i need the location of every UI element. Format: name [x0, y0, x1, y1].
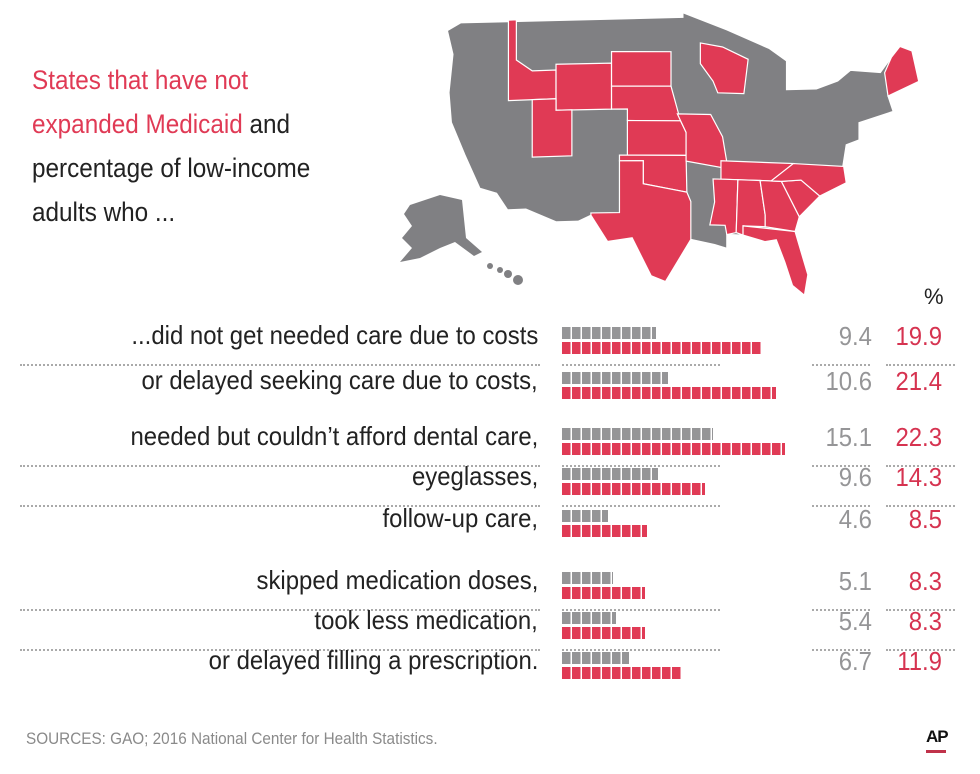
row-divider [562, 465, 720, 467]
title-highlight: States that have not expanded Medicaid [32, 65, 249, 139]
bar-not-expanded [562, 626, 645, 639]
value-label-expanded: 9.4 [838, 321, 872, 351]
bar-expanded [562, 468, 658, 480]
bar-expanded [562, 652, 629, 664]
row-divider [886, 465, 955, 467]
bar-not-expanded [562, 386, 776, 399]
source-note: SOURCES: GAO; 2016 National Center for H… [26, 729, 438, 748]
chart-title: States that have not expanded Medicaid a… [32, 58, 356, 234]
row-divider [562, 609, 720, 611]
row-divider [812, 609, 870, 611]
us-map [400, 11, 920, 297]
map-hawaii-island [487, 263, 493, 269]
bar-expanded [562, 612, 616, 624]
bar-not-expanded [562, 482, 705, 495]
row-label: follow-up care, [382, 503, 538, 533]
value-label-expanded: 15.1 [825, 422, 872, 452]
bar-expanded [562, 428, 713, 440]
row-label: or delayed filling a prescription. [208, 645, 538, 675]
bar-expanded [562, 510, 608, 522]
value-label-not-expanded: 21.4 [895, 366, 942, 396]
row-divider [20, 505, 540, 507]
state-south-dakota [610, 51, 672, 87]
value-label-expanded: 5.4 [838, 606, 872, 636]
state-wyoming [555, 62, 613, 111]
row-label: skipped medication doses, [256, 565, 538, 595]
bar-expanded [562, 572, 613, 584]
value-label-not-expanded: 8.5 [908, 504, 942, 534]
row-divider [812, 649, 870, 651]
row-divider [812, 505, 870, 507]
row-divider [20, 649, 540, 651]
row-label: eyeglasses, [411, 461, 538, 491]
state-utah [531, 98, 573, 158]
state-wisconsin [699, 42, 749, 95]
bar-expanded [562, 372, 668, 384]
row-divider [886, 649, 955, 651]
state-florida [742, 225, 809, 297]
state-texas [590, 160, 692, 283]
value-label-expanded: 9.6 [838, 462, 872, 492]
row-divider [812, 364, 870, 366]
value-label-expanded: 4.6 [838, 504, 872, 534]
bar-not-expanded [562, 341, 761, 354]
row-divider [20, 364, 540, 366]
ap-logo-underline [926, 750, 946, 753]
row-label: ...did not get needed care due to costs [131, 320, 538, 350]
row-divider [886, 505, 955, 507]
row-divider [562, 364, 720, 366]
row-divider [20, 609, 540, 611]
row-divider [20, 465, 540, 467]
value-label-not-expanded: 8.3 [908, 566, 942, 596]
value-label-not-expanded: 11.9 [897, 646, 942, 676]
value-label-expanded: 6.7 [838, 646, 872, 676]
state-kansas [626, 119, 687, 156]
row-divider [562, 649, 720, 651]
row-label: needed but couldn’t afford dental care, [130, 421, 538, 451]
bar-expanded [562, 327, 656, 339]
map-hawaii-island [497, 267, 503, 273]
map-hawaii-island [513, 275, 523, 285]
row-divider [812, 465, 870, 467]
map-alaska [400, 195, 482, 262]
row-label: or delayed seeking care due to costs, [141, 365, 538, 395]
map-hawaii-island [504, 270, 512, 278]
state-idaho [507, 19, 557, 102]
row-divider [562, 505, 720, 507]
value-label-not-expanded: 8.3 [908, 606, 942, 636]
value-label-not-expanded: 19.9 [895, 321, 942, 351]
row-divider [886, 364, 955, 366]
value-label-expanded: 10.6 [825, 366, 872, 396]
bar-not-expanded [562, 666, 681, 679]
bar-not-expanded [562, 586, 645, 599]
ap-logo: AP [926, 727, 949, 746]
bar-not-expanded [562, 524, 647, 537]
value-label-expanded: 5.1 [838, 566, 872, 596]
value-label-not-expanded: 22.3 [895, 422, 942, 452]
row-divider [886, 609, 955, 611]
value-label-not-expanded: 14.3 [895, 462, 942, 492]
percent-unit-label: % [924, 284, 944, 309]
state-north-carolina [769, 162, 847, 197]
title-rest: and percentage of low-income adults who … [32, 109, 311, 227]
row-label: took less medication, [314, 605, 538, 635]
bar-not-expanded [562, 442, 785, 455]
state-maine [884, 45, 920, 97]
